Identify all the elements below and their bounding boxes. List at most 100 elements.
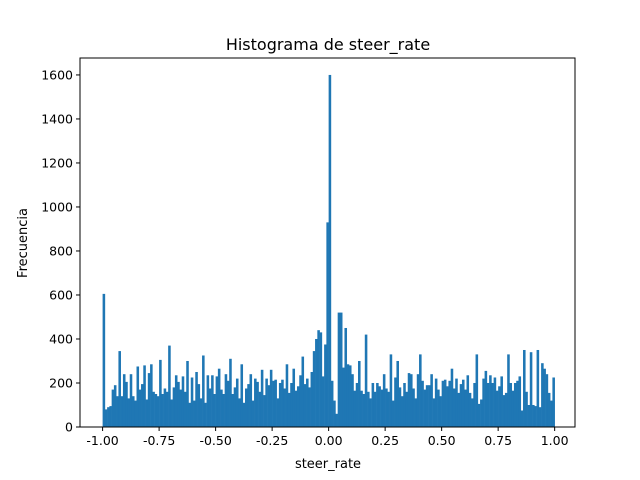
histogram-bar [355, 382, 359, 427]
histogram-bar [405, 391, 409, 427]
histogram-bar [170, 399, 173, 427]
histogram-bar [448, 380, 451, 427]
y-tick-label: 1000 [41, 199, 73, 214]
histogram-bar [441, 380, 445, 427]
histogram-bar [199, 398, 203, 427]
histogram-bar [183, 391, 187, 427]
histogram-bar [113, 385, 117, 427]
histogram-bar [154, 393, 158, 427]
histogram-bar [543, 368, 546, 427]
histogram-bar [116, 396, 119, 427]
histogram-bar [382, 374, 386, 427]
histogram-bar [265, 378, 268, 427]
histogram-bar [222, 393, 225, 427]
histogram-bar [256, 381, 259, 427]
histogram-bar [206, 375, 210, 427]
histogram-bar [430, 374, 433, 427]
histogram-bar [389, 354, 393, 427]
histogram-bar [473, 382, 476, 427]
histogram-bar [190, 377, 194, 427]
histogram-bar [446, 386, 449, 427]
histogram-bar [208, 388, 212, 427]
histogram-bar [541, 363, 544, 427]
histogram-bar [102, 293, 106, 427]
histogram-bar [335, 413, 338, 427]
histogram-bar [457, 392, 461, 427]
histogram-bar [177, 381, 180, 427]
histogram-bar [525, 391, 528, 427]
histogram-bar [143, 365, 146, 427]
y-tick-label: 400 [49, 331, 73, 346]
histogram-bar [498, 386, 501, 427]
histogram-bar [326, 222, 329, 427]
histogram-bar [202, 355, 205, 427]
x-tick-label: 0.50 [428, 433, 456, 448]
histogram-bar [407, 373, 411, 427]
x-axis-ticks: -1.00 -0.75 -0.50 -0.25 0.00 0.25 0.50 0.75 1.00 [86, 427, 569, 448]
x-tick-label: 0.00 [315, 433, 343, 448]
histogram-bar [504, 392, 508, 427]
histogram-bar [330, 380, 334, 427]
histogram-bar [385, 388, 388, 427]
histogram-bar [315, 338, 318, 427]
histogram-bar [141, 384, 144, 427]
histogram-bar [346, 364, 350, 427]
histogram-bar [450, 368, 454, 427]
histogram-bar [312, 351, 316, 427]
histogram-bar [421, 380, 424, 427]
x-tick-label: -0.25 [256, 433, 288, 448]
histogram-bar [353, 390, 357, 427]
histogram-bar [358, 360, 361, 427]
y-tick-label: 600 [49, 287, 73, 302]
histogram-bar [287, 392, 291, 427]
histogram-bar [258, 391, 262, 427]
histogram-bar [263, 395, 266, 427]
y-tick-label: 800 [49, 243, 73, 258]
histogram-bar [509, 382, 513, 427]
histogram-bar [172, 387, 176, 427]
histogram-bar [455, 378, 458, 427]
histogram-bar [428, 385, 431, 427]
x-tick-label: -1.00 [86, 433, 118, 448]
histogram-bar [292, 368, 296, 427]
histogram-bar [269, 369, 273, 427]
histogram-bar [471, 398, 474, 427]
histogram-bar [502, 395, 506, 427]
histogram-bar [432, 398, 436, 427]
histogram-bar [464, 389, 467, 427]
histogram-bar [482, 378, 485, 427]
histogram-bar [245, 388, 248, 427]
histogram-bar [136, 366, 140, 427]
histogram-bar [532, 404, 535, 427]
histogram-bar [486, 382, 490, 427]
histogram-bar [156, 396, 160, 427]
histogram-bar [552, 377, 555, 427]
histogram-bar [229, 358, 232, 427]
histogram-bar [317, 330, 320, 427]
histogram-bar [461, 379, 465, 427]
histogram-bar [181, 376, 185, 427]
histogram-bar [403, 382, 406, 427]
histogram-bar [529, 352, 533, 427]
histogram-bar [507, 354, 510, 427]
y-tick-label: 1600 [41, 67, 73, 82]
histogram-bar [301, 356, 305, 427]
histogram-bar [129, 374, 133, 427]
histogram-bar [360, 390, 363, 427]
y-axis-ticks: 0 200 400 600 800 1000 1200 1400 1600 [41, 67, 80, 435]
histogram-bar [443, 379, 447, 427]
plot-frame [79, 57, 576, 428]
histogram-bar [233, 387, 237, 427]
histogram-bar [511, 390, 515, 427]
histogram-bar [278, 382, 282, 427]
histogram-bar [267, 385, 271, 427]
histogram-bar [193, 400, 196, 427]
histogram-bar [120, 396, 124, 427]
histogram-bar [211, 375, 214, 427]
histogram-bar [396, 360, 399, 427]
histogram-bar [247, 384, 250, 427]
histogram-bar [425, 385, 429, 427]
histogram-bar [283, 388, 286, 427]
histogram-bar [439, 396, 442, 427]
x-tick-label: 0.75 [484, 433, 512, 448]
